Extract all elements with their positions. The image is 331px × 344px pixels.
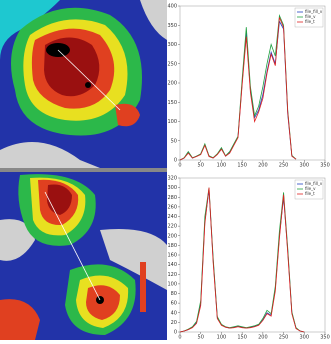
x-tick-label: 150 (237, 163, 247, 169)
heat-region (0, 299, 40, 340)
heat-region (0, 142, 100, 168)
y-tick-label: 300 (167, 185, 177, 191)
colorbar (140, 262, 146, 312)
annotation-line (57, 49, 121, 111)
x-tick-label: 200 (258, 163, 268, 169)
heat-region (140, 0, 167, 40)
y-tick-label: 180 (167, 243, 177, 249)
legend-label: file_v (305, 14, 316, 19)
y-tick-label: 260 (167, 204, 177, 210)
x-tick-label: 350 (320, 335, 330, 341)
y-tick-label: 280 (167, 195, 177, 201)
y-tick-label: 20 (171, 320, 177, 326)
x-tick-label: 300 (300, 335, 310, 341)
y-tick-label: 200 (167, 233, 177, 239)
y-tick-label: 80 (171, 291, 177, 297)
y-tick-label: 140 (167, 262, 177, 268)
legend-label: file_t (305, 19, 315, 24)
heat-region (0, 219, 35, 261)
x-tick-label: 250 (279, 335, 289, 341)
y-tick-label: 250 (167, 61, 177, 67)
y-tick-label: 0 (174, 330, 177, 336)
y-tick-label: 200 (167, 81, 177, 87)
y-tick-label: 150 (167, 100, 177, 106)
x-tick-label: 150 (237, 335, 247, 341)
legend-label: file_fill_v (305, 9, 323, 14)
y-tick-label: 0 (174, 158, 177, 164)
x-tick-label: 100 (217, 335, 227, 341)
y-tick-label: 240 (167, 214, 177, 220)
y-tick-label: 120 (167, 272, 177, 278)
x-tick-label: 200 (258, 335, 268, 341)
heat-region (100, 229, 167, 290)
heat-peak (85, 82, 91, 88)
y-tick-label: 50 (171, 138, 177, 144)
y-tick-label: 40 (171, 310, 177, 316)
y-tick-label: 350 (167, 23, 177, 29)
x-tick-label: 300 (300, 163, 310, 169)
y-tick-label: 100 (167, 119, 177, 125)
y-tick-label: 400 (167, 4, 177, 10)
heatmap-bottom (0, 172, 167, 340)
y-tick-label: 100 (167, 281, 177, 287)
heatmap-top (0, 0, 167, 172)
series-line (179, 17, 297, 161)
heat-region (0, 0, 60, 60)
divider (0, 168, 167, 172)
y-tick-label: 300 (167, 42, 177, 48)
plot-panel (167, 0, 331, 340)
series-line (179, 187, 305, 333)
x-tick-label: 100 (217, 163, 227, 169)
x-tick-label: 250 (279, 163, 289, 169)
x-tick-label: 0 (178, 335, 181, 341)
y-tick-label: 60 (171, 301, 177, 307)
y-tick-label: 220 (167, 224, 177, 230)
annotation-line (44, 191, 101, 301)
legend-label: file_t (305, 191, 315, 196)
heat-region (115, 103, 140, 127)
legend-label: file_fill_v (305, 181, 323, 186)
y-tick-label: 160 (167, 253, 177, 259)
x-tick-label: 0 (178, 163, 181, 169)
x-tick-label: 50 (198, 335, 204, 341)
x-tick-label: 50 (198, 163, 204, 169)
x-tick-label: 350 (320, 163, 330, 169)
y-tick-label: 320 (167, 176, 177, 182)
legend-label: file_v (305, 186, 316, 191)
